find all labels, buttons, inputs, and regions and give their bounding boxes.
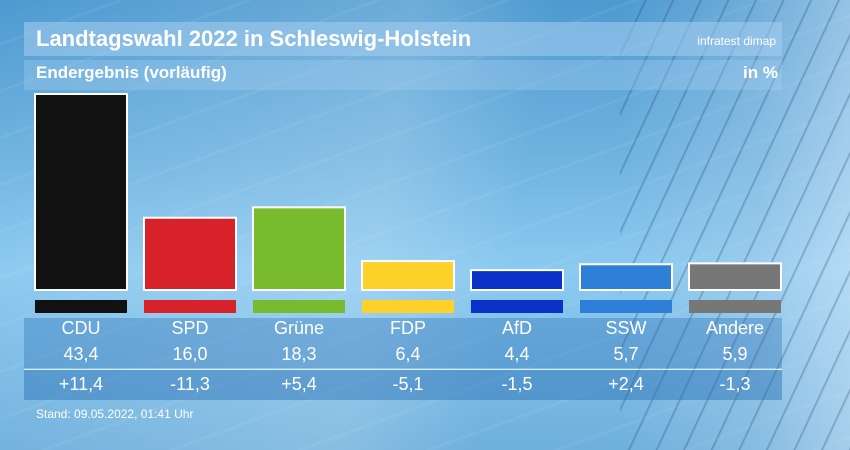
change-label: +11,4 (58, 374, 104, 394)
change-label: +5,4 (281, 374, 317, 394)
title-bar (24, 22, 782, 56)
bar-spd (143, 216, 237, 291)
bar-andere (688, 262, 782, 291)
value-label: 18,3 (281, 344, 317, 364)
color-strip-cdu (35, 300, 127, 313)
chart-subtitle: Endergebnis (vorläufig) (36, 63, 227, 82)
party-label: Grüne (273, 318, 325, 338)
party-label: CDU (61, 318, 101, 338)
change-label: -5,1 (392, 374, 424, 394)
change-label: -1,3 (719, 374, 751, 394)
color-strip-fdp (362, 300, 454, 313)
chart-title: Landtagswahl 2022 in Schleswig-Holstein (36, 26, 472, 51)
changes-row-background (24, 370, 782, 400)
bar-cdu (34, 93, 128, 291)
party-label: SPD (171, 318, 209, 338)
bar-fdp (361, 260, 455, 291)
change-label: -11,3 (170, 374, 210, 394)
value-label: 5,7 (613, 344, 639, 364)
value-label: 6,4 (395, 344, 421, 364)
color-strip-spd (144, 300, 236, 313)
color-strip-afd (471, 300, 563, 313)
value-label: 5,9 (722, 344, 748, 364)
party-label: Andere (705, 318, 765, 338)
source-label: infratest dimap (697, 34, 776, 48)
bar-ssw (579, 263, 673, 291)
color-strip-ssw (580, 300, 672, 313)
change-label: +2,4 (608, 374, 644, 394)
unit-label: in % (743, 63, 778, 82)
change-label: -1,5 (501, 374, 533, 394)
party-label: SSW (605, 318, 647, 338)
row-divider (24, 369, 782, 370)
bar-grüne (252, 206, 346, 292)
value-label: 16,0 (172, 344, 208, 364)
bar-afd (470, 269, 564, 291)
timestamp: Stand: 09.05.2022, 01:41 Uhr (36, 407, 194, 421)
color-strip-andere (689, 300, 781, 313)
party-label: AfD (501, 318, 532, 338)
color-strip-grüne (253, 300, 345, 313)
values-row-background (24, 318, 782, 368)
value-label: 4,4 (504, 344, 530, 364)
subtitle-bar (24, 60, 782, 90)
party-label: FDP (390, 318, 426, 338)
value-label: 43,4 (63, 344, 99, 364)
